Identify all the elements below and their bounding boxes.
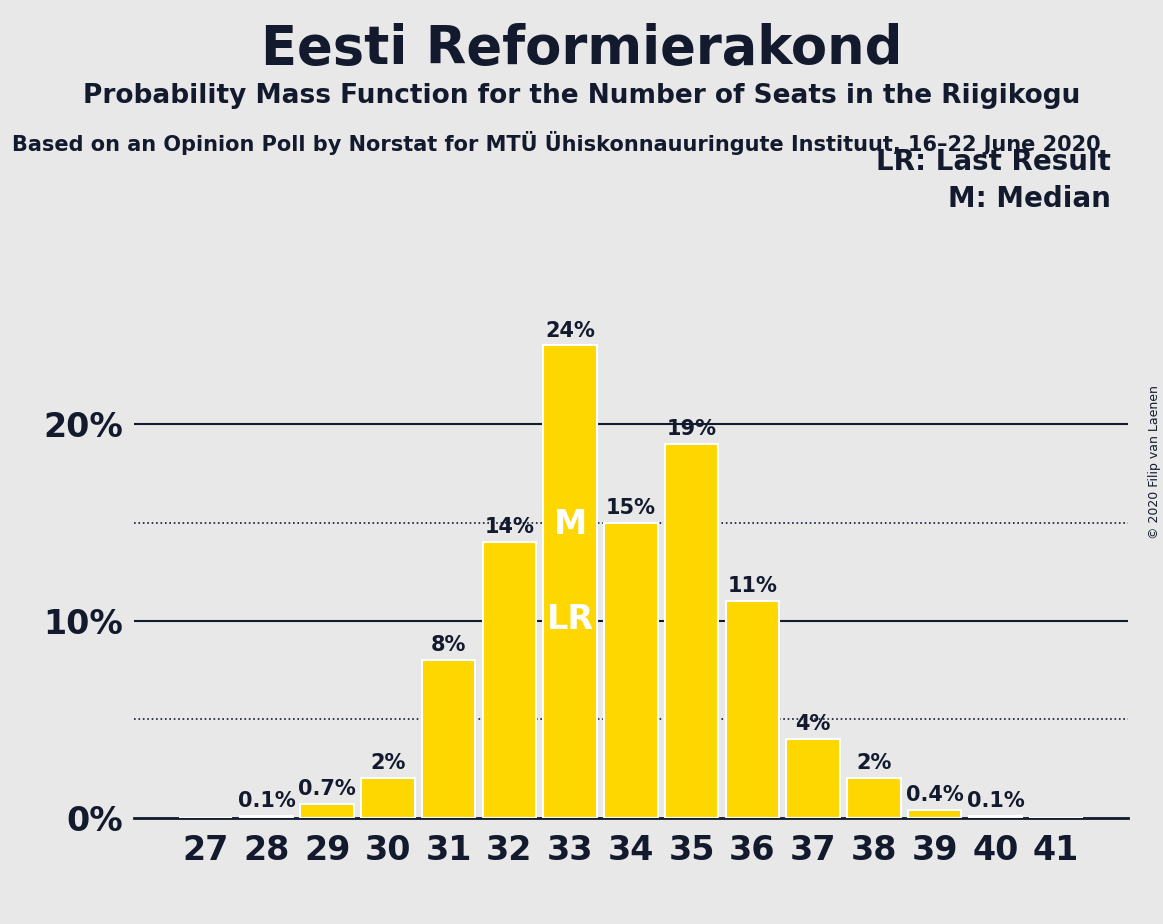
- Text: 0.1%: 0.1%: [237, 791, 295, 811]
- Text: 14%: 14%: [485, 517, 534, 538]
- Bar: [969, 816, 1022, 818]
- Text: © 2020 Filip van Laenen: © 2020 Filip van Laenen: [1148, 385, 1161, 539]
- Text: 15%: 15%: [606, 498, 656, 517]
- Bar: [605, 523, 657, 818]
- Bar: [726, 602, 779, 818]
- Text: Probability Mass Function for the Number of Seats in the Riigikogu: Probability Mass Function for the Number…: [83, 83, 1080, 109]
- Bar: [847, 778, 900, 818]
- Bar: [908, 809, 962, 818]
- Text: Based on an Opinion Poll by Norstat for MTÜ Ühiskonnauuringute Instituut, 16–22 : Based on an Opinion Poll by Norstat for …: [12, 131, 1100, 155]
- Text: 0.4%: 0.4%: [906, 785, 964, 805]
- Text: 11%: 11%: [728, 577, 777, 596]
- Text: 4%: 4%: [795, 714, 830, 734]
- Text: 24%: 24%: [545, 321, 595, 341]
- Bar: [362, 778, 415, 818]
- Bar: [240, 816, 293, 818]
- Text: 8%: 8%: [431, 636, 466, 655]
- Text: M: M: [554, 508, 587, 541]
- Text: LR: Last Result: LR: Last Result: [876, 148, 1111, 176]
- Text: 2%: 2%: [856, 753, 892, 773]
- Bar: [786, 739, 840, 818]
- Text: 2%: 2%: [370, 753, 406, 773]
- Text: Eesti Reformierakond: Eesti Reformierakond: [261, 23, 902, 75]
- Text: 0.1%: 0.1%: [966, 791, 1025, 811]
- Bar: [543, 346, 597, 818]
- Text: M: Median: M: Median: [948, 185, 1111, 213]
- Bar: [422, 661, 476, 818]
- Text: 0.7%: 0.7%: [298, 779, 356, 799]
- Bar: [665, 444, 719, 818]
- Bar: [483, 542, 536, 818]
- Text: LR: LR: [547, 602, 594, 636]
- Bar: [300, 804, 354, 818]
- Text: 19%: 19%: [666, 419, 716, 439]
